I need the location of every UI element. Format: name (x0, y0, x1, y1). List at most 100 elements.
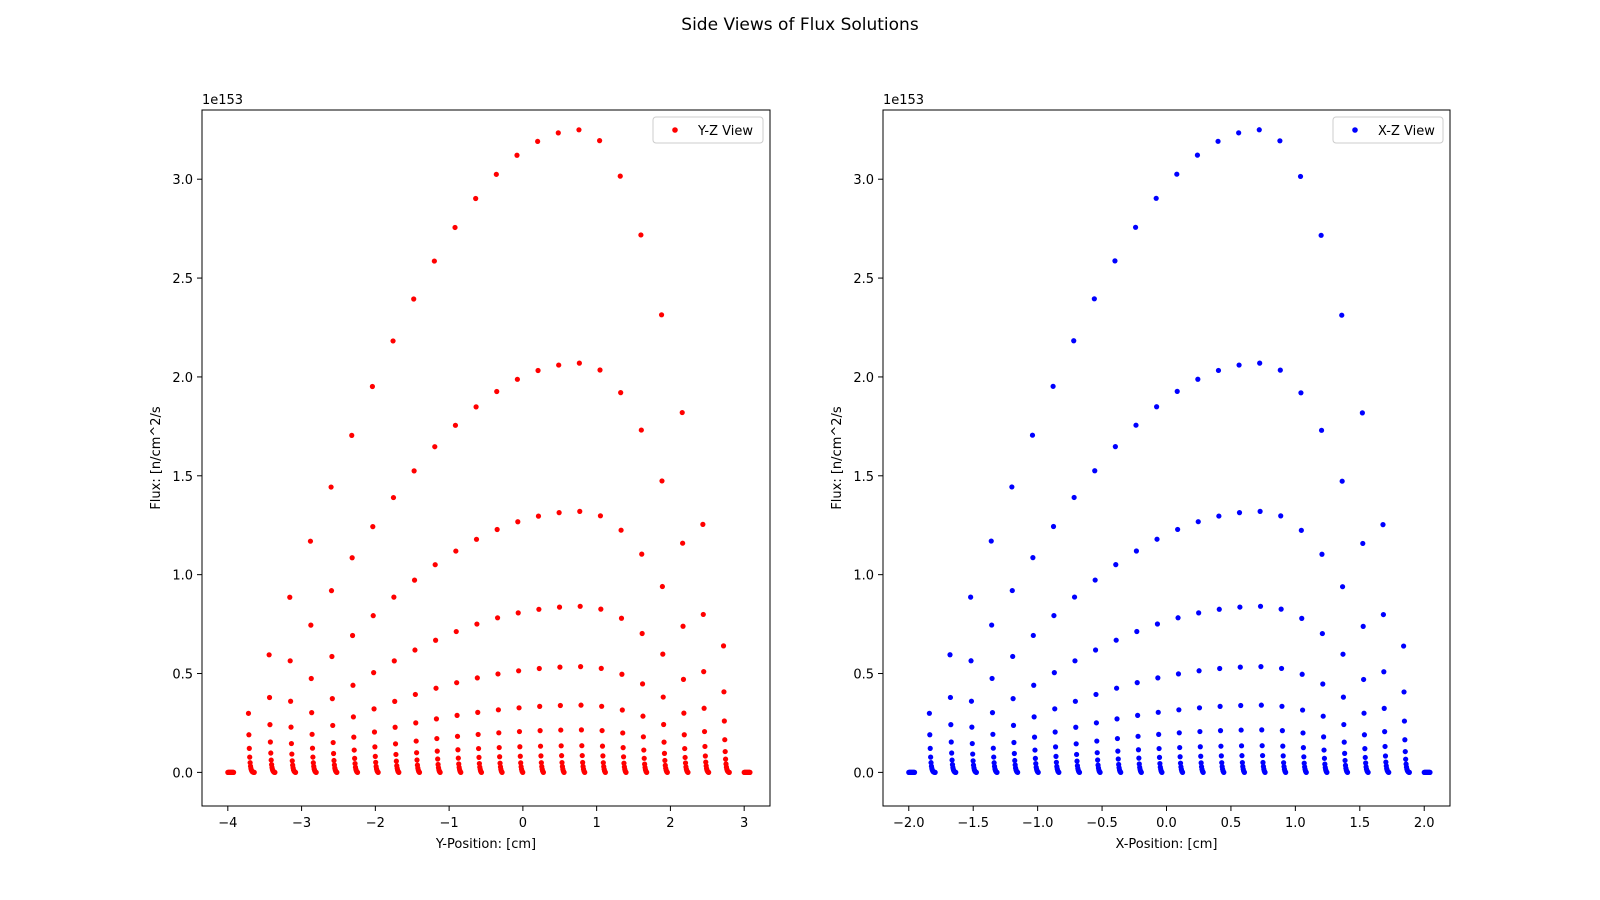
data-point (391, 594, 397, 600)
data-point (1319, 551, 1325, 557)
x-tick-label: 3 (740, 816, 748, 831)
data-point (1076, 769, 1083, 775)
data-point (968, 698, 975, 704)
data-point (1218, 753, 1224, 759)
chart-panel-xz: −2.0 −1.5 −1.0 −0.5 0.0 0.5 1.0 1.5 2.0 0.0 0.5 1.0… (830, 93, 1451, 852)
data-point (679, 409, 685, 416)
data-point (599, 703, 605, 709)
data-point (1401, 718, 1408, 724)
plot-frame (882, 109, 1451, 807)
y-offset-text: 1e153 (883, 93, 924, 108)
data-point (1092, 468, 1098, 474)
data-point (1298, 390, 1304, 396)
data-point (434, 748, 440, 754)
y-tick-label: 2.5 (172, 272, 193, 287)
data-point (414, 750, 420, 756)
data-point (1283, 769, 1289, 775)
data-point (660, 694, 666, 700)
data-point (1094, 750, 1100, 756)
data-points-0 (225, 127, 753, 775)
data-point (1216, 513, 1222, 519)
data-point (474, 675, 480, 681)
legend: Y-Z View (652, 116, 764, 144)
data-point (393, 758, 399, 764)
data-point (416, 769, 423, 775)
data-point (644, 769, 650, 775)
data-point (494, 615, 501, 621)
data-point (1300, 745, 1306, 751)
data-point (618, 390, 624, 396)
data-point (1406, 769, 1412, 775)
data-point (620, 754, 627, 760)
data-point (231, 769, 237, 775)
data-point (1115, 748, 1121, 754)
data-point (393, 751, 399, 758)
data-point (1277, 138, 1283, 144)
data-point (1279, 703, 1285, 709)
data-point (1009, 587, 1015, 594)
data-point (1114, 716, 1120, 722)
data-point (309, 745, 316, 751)
data-point (1071, 338, 1077, 344)
data-point (1298, 527, 1304, 533)
data-point (538, 760, 544, 766)
data-point (701, 728, 708, 735)
data-point (1342, 757, 1348, 764)
data-point (600, 760, 606, 766)
data-point (478, 769, 485, 775)
data-point (1136, 755, 1142, 761)
data-point (576, 360, 582, 366)
data-point (372, 753, 378, 759)
y-tick-label: 3.0 (172, 173, 193, 188)
data-point (620, 730, 626, 736)
data-point (1382, 743, 1388, 750)
data-point (292, 769, 299, 775)
data-point (947, 652, 953, 658)
data-point (638, 427, 644, 433)
data-point (266, 652, 272, 658)
data-point (536, 665, 542, 672)
x-tick-label: −3 (292, 816, 311, 831)
data-point (640, 713, 646, 719)
data-point (372, 744, 378, 750)
data-point (968, 594, 974, 600)
data-point (453, 548, 459, 554)
data-point (1321, 747, 1327, 753)
data-point (1134, 628, 1140, 635)
data-point (1071, 494, 1077, 501)
data-point (373, 759, 379, 765)
data-point (726, 769, 732, 775)
data-point (268, 750, 274, 756)
data-point (969, 724, 975, 730)
data-point (499, 769, 505, 775)
data-point (556, 604, 563, 610)
data-point (557, 702, 563, 709)
data-point (1278, 513, 1284, 519)
data-point (288, 724, 294, 730)
data-point (1239, 753, 1245, 759)
data-point (495, 707, 501, 713)
data-point (680, 623, 686, 629)
data-point (518, 760, 524, 766)
data-point (1381, 669, 1387, 675)
data-point (496, 730, 502, 736)
data-point (267, 722, 273, 728)
data-point (1278, 665, 1285, 672)
y-axis-label: Flux: [n/cm^2/s (830, 406, 845, 510)
data-point (1176, 707, 1182, 713)
data-point (970, 758, 976, 764)
data-point (1402, 737, 1408, 743)
data-point (557, 664, 563, 670)
data-point (949, 757, 955, 763)
data-point (413, 738, 419, 744)
data-point (1072, 658, 1078, 664)
data-point (328, 588, 335, 594)
data-point (1095, 757, 1101, 763)
data-point (600, 753, 606, 759)
x-tick-label: −4 (218, 816, 237, 831)
data-point (1237, 664, 1243, 670)
data-point (558, 743, 564, 749)
data-point (1217, 703, 1223, 709)
data-point (640, 734, 646, 740)
